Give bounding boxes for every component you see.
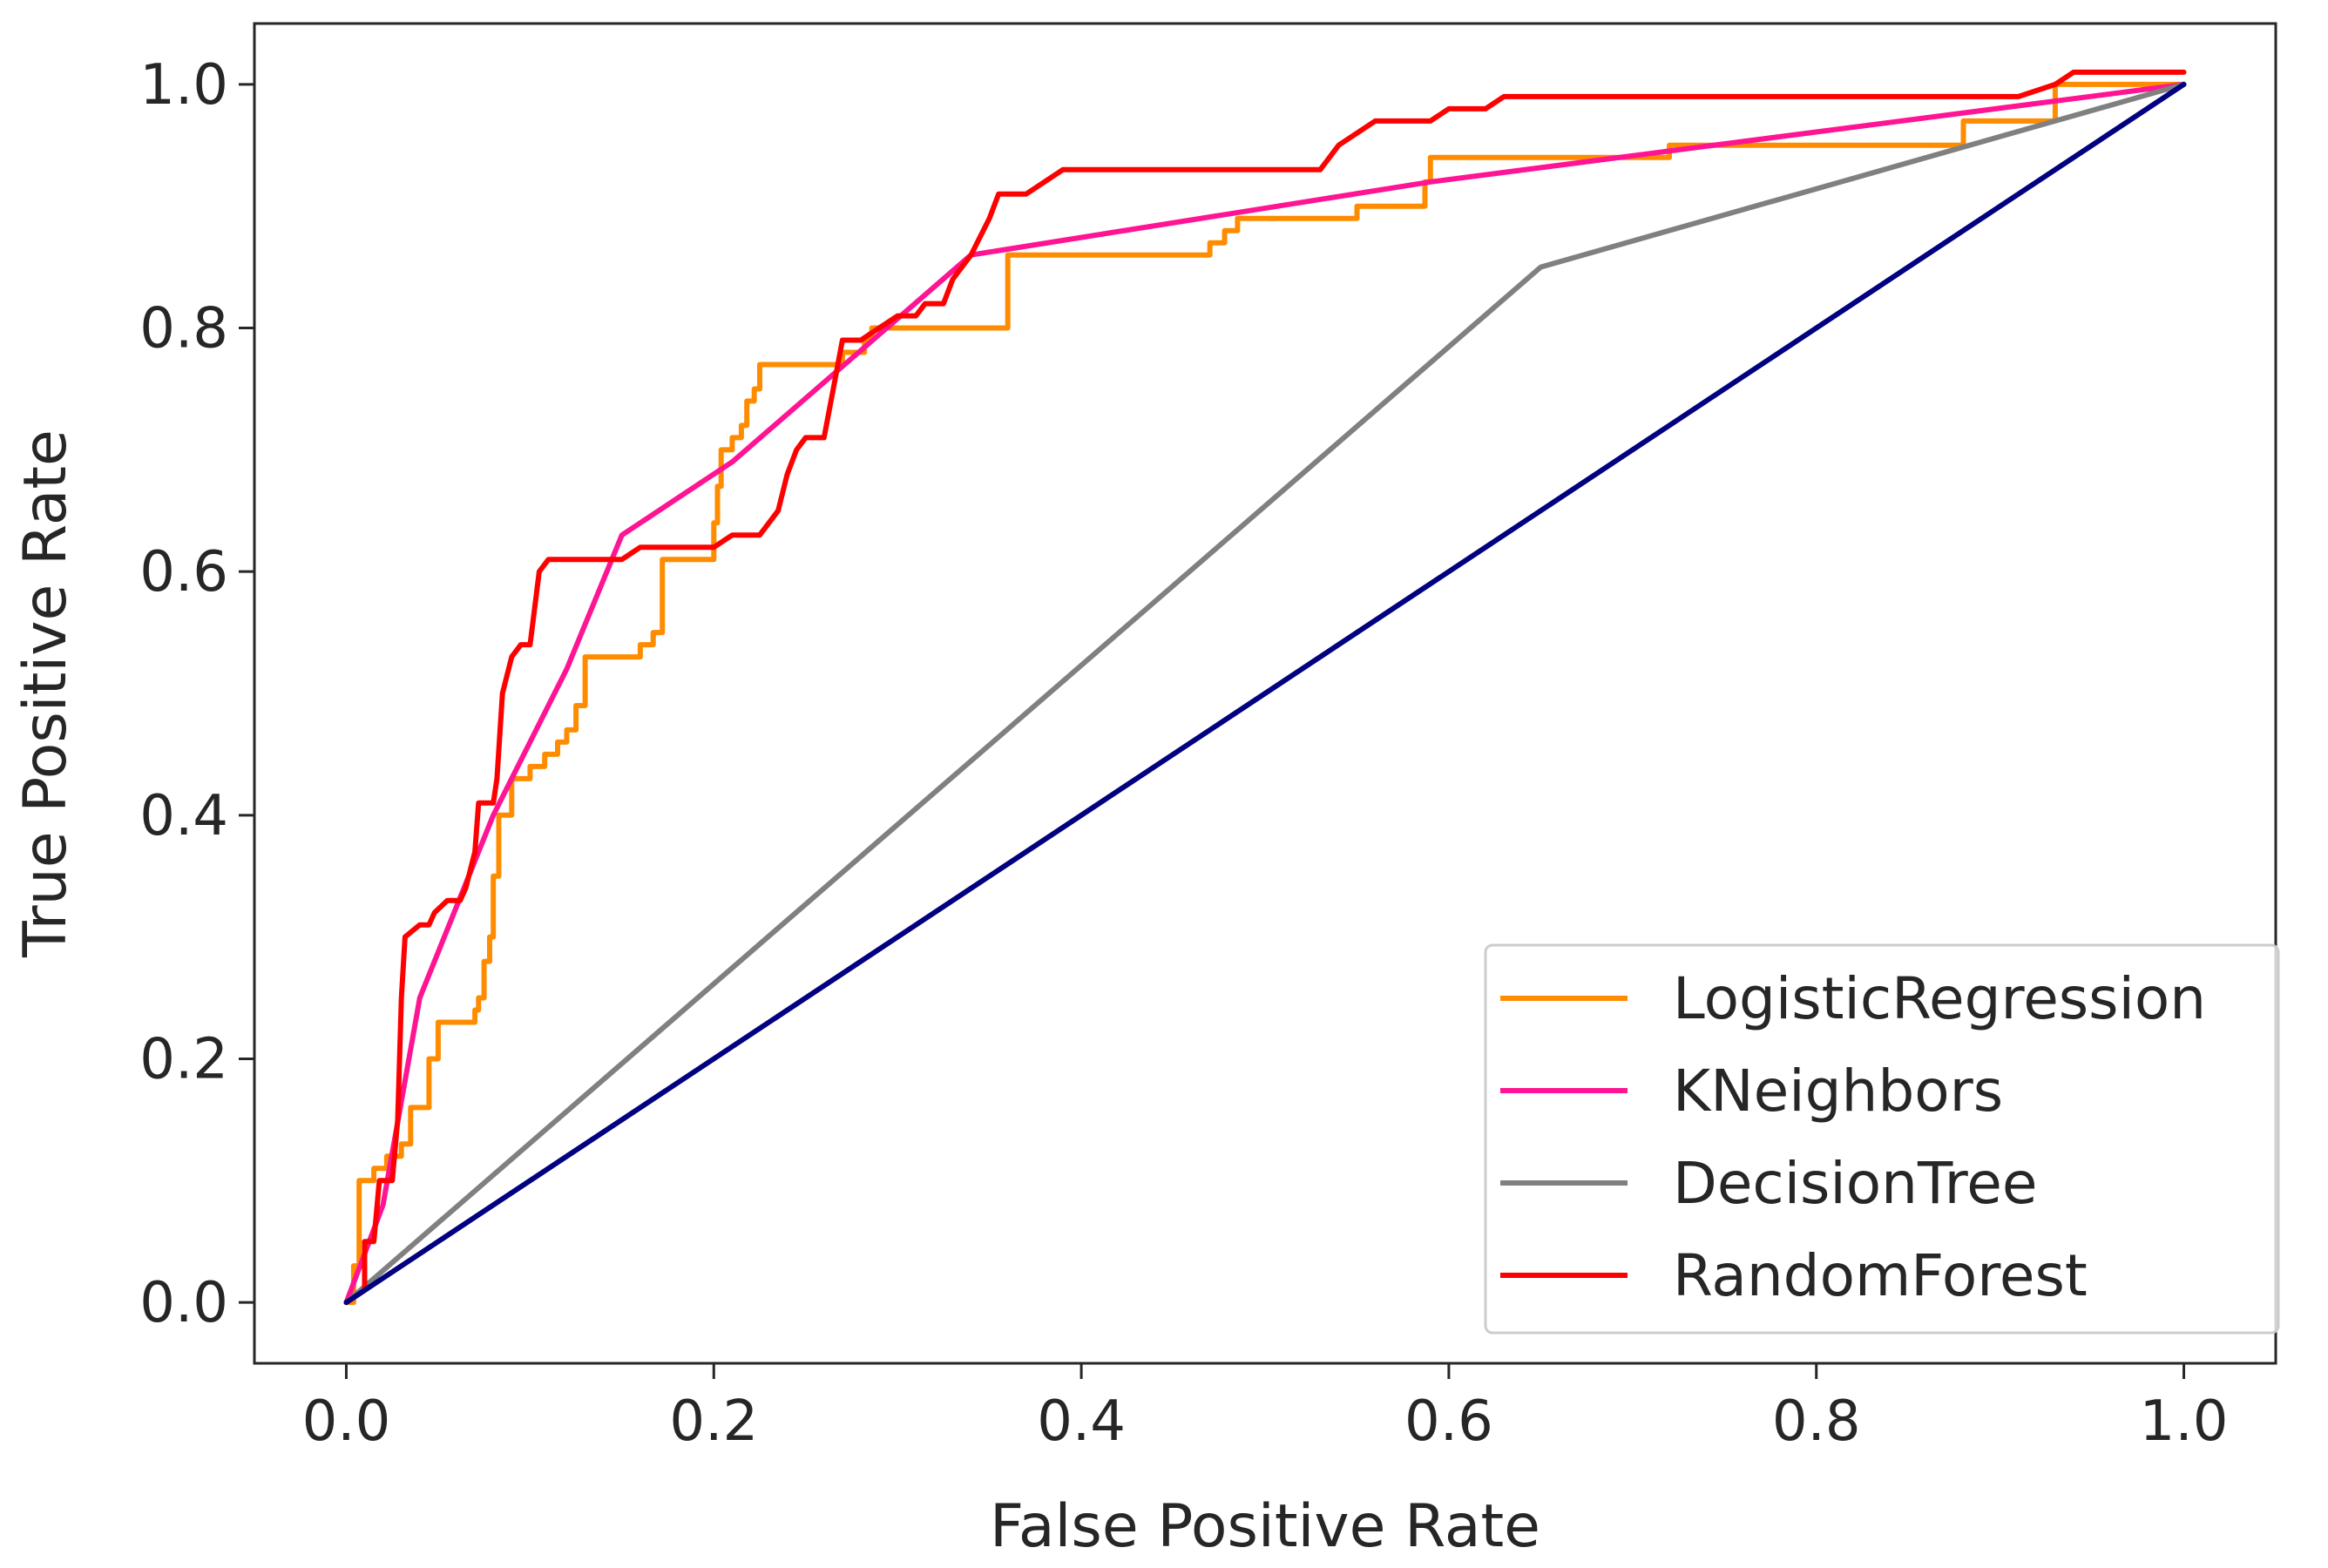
- y-tick-label: 0.6: [139, 540, 228, 605]
- legend-box: [1484, 943, 2280, 1335]
- legend: LogisticRegression KNeighbors DecisionTree…: [1484, 943, 2280, 1335]
- series-line-logisticregression: [343, 81, 2187, 1306]
- y-axis-label: True Positive Rate: [11, 429, 80, 958]
- y-tick-label: 0.8: [139, 297, 228, 362]
- legend-label: DecisionTree: [1673, 1150, 2038, 1217]
- legend-label: KNeighbors: [1673, 1058, 2003, 1125]
- plot-series: [343, 69, 2187, 1306]
- plot-frame: [253, 22, 2277, 1365]
- legend-label: LogisticRegression: [1673, 965, 2206, 1032]
- x-tick-label: 0.4: [1037, 1389, 1126, 1454]
- x-tick-label: 0.8: [1772, 1389, 1861, 1454]
- y-tick-label: 0.4: [139, 784, 228, 848]
- x-axis: 0.0 0.2 0.4 0.6 0.8 1.0: [302, 1363, 2229, 1454]
- legend-label: RandomForest: [1673, 1242, 2088, 1309]
- y-axis: 0.0 0.2 0.4 0.6 0.8 1.0: [139, 53, 254, 1335]
- x-tick-label: 0.6: [1404, 1389, 1493, 1454]
- x-axis-label: False Positive Rate: [990, 1492, 1540, 1561]
- y-tick-label: 0.2: [139, 1027, 228, 1092]
- x-tick-label: 0.2: [669, 1389, 758, 1454]
- y-tick-label: 0.0: [139, 1271, 228, 1335]
- y-tick-label: 1.0: [139, 53, 228, 118]
- x-tick-label: 1.0: [2140, 1389, 2229, 1454]
- series-line-kneighbors: [343, 81, 2187, 1306]
- x-tick-label: 0.0: [302, 1389, 391, 1454]
- reference-diagonal-line: [343, 81, 2187, 1306]
- series-line-randomforest: [343, 69, 2187, 1306]
- series-line-decisiontree: [343, 81, 2187, 1306]
